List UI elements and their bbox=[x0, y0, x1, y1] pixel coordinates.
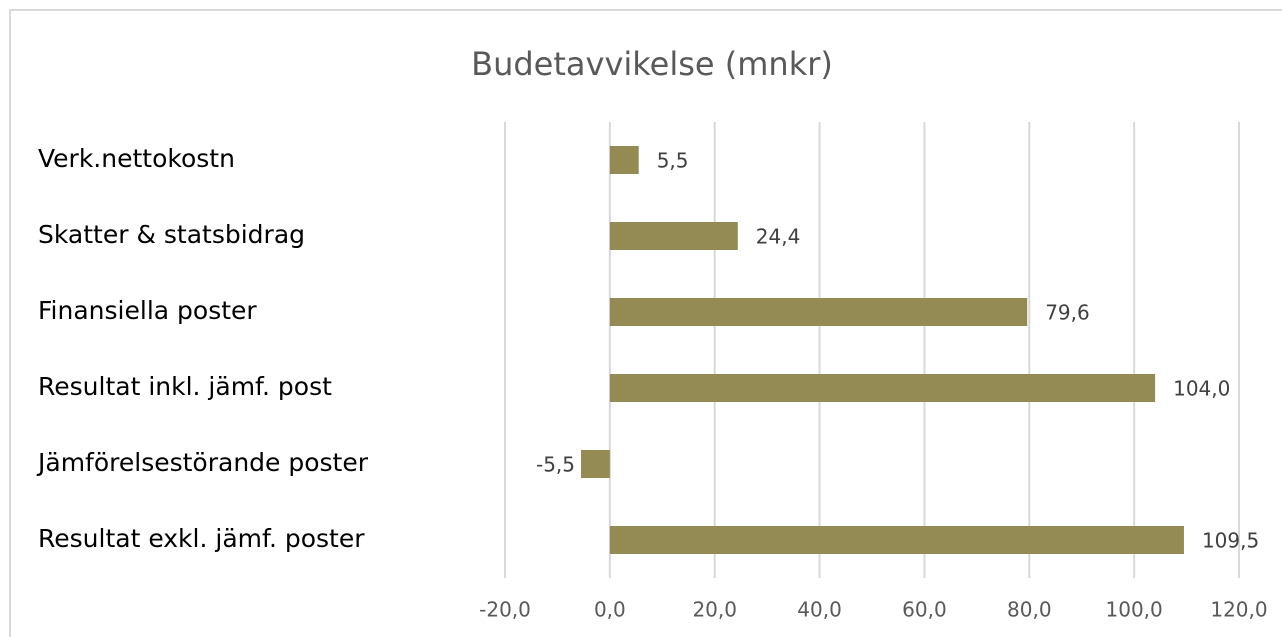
bar bbox=[609, 374, 1156, 402]
x-tick-label: -20,0 bbox=[479, 598, 531, 622]
x-tick-label: 60,0 bbox=[902, 598, 947, 622]
data-label: 104,0 bbox=[1173, 377, 1230, 401]
data-label: 24,4 bbox=[756, 225, 801, 249]
x-tick-label: 80,0 bbox=[1007, 598, 1052, 622]
x-tick-label: 40,0 bbox=[797, 598, 842, 622]
x-tick-label: 100,0 bbox=[1106, 598, 1163, 622]
y-tick-label: Finansiella poster bbox=[38, 296, 257, 325]
data-label: 79,6 bbox=[1045, 301, 1090, 325]
bar bbox=[581, 450, 610, 478]
bar bbox=[609, 526, 1184, 554]
data-label: -5,5 bbox=[536, 453, 575, 477]
x-tick-label: 20,0 bbox=[692, 598, 737, 622]
y-tick-label: Verk.nettokostn bbox=[38, 144, 235, 173]
bar bbox=[609, 222, 738, 250]
y-tick-label: Skatter & statsbidrag bbox=[38, 220, 305, 249]
bar bbox=[609, 298, 1028, 326]
y-tick-label: Jämförelsestörande poster bbox=[36, 448, 369, 477]
data-label: 5,5 bbox=[657, 149, 689, 173]
x-tick-label: 120,0 bbox=[1210, 598, 1267, 622]
y-tick-label: Resultat inkl. jämf. post bbox=[38, 372, 332, 401]
data-label: 109,5 bbox=[1202, 529, 1259, 553]
y-tick-label: Resultat exkl. jämf. poster bbox=[38, 524, 365, 553]
chart-title: Budetavvikelse (mnkr) bbox=[471, 45, 833, 83]
bar bbox=[609, 146, 639, 174]
x-tick-label: 0,0 bbox=[594, 598, 626, 622]
